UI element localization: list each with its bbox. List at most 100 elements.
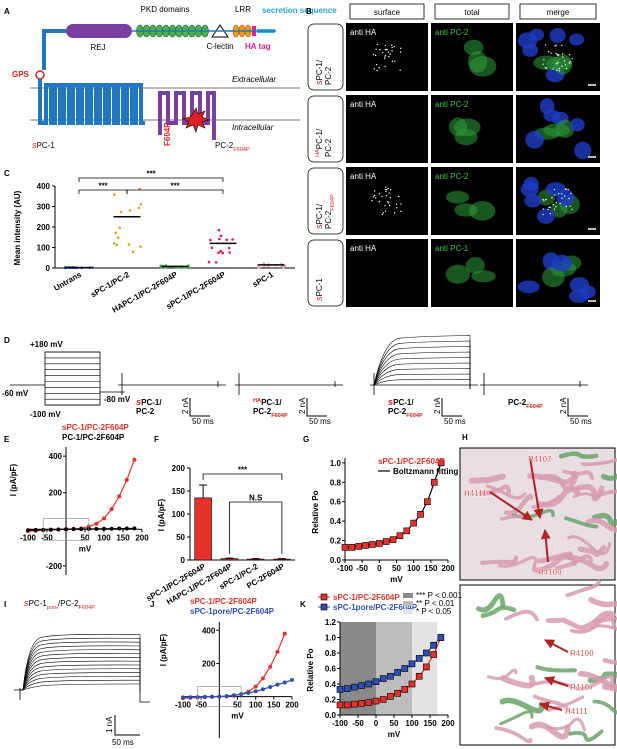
x-tick-label: 0	[377, 564, 382, 573]
nucleus	[549, 28, 566, 43]
label: anti PC-2	[435, 172, 469, 181]
marker	[401, 686, 409, 693]
surface-signal	[391, 46, 393, 49]
cell	[453, 118, 481, 137]
trace	[370, 373, 478, 395]
y-tick-label: 100	[37, 244, 51, 253]
surface-signal	[555, 44, 557, 46]
text-part: PC-2	[253, 407, 272, 416]
marker	[379, 696, 387, 703]
marker	[210, 694, 215, 699]
surface-signal	[378, 200, 380, 203]
ribbon	[494, 726, 533, 744]
trace	[20, 634, 141, 692]
cell	[467, 50, 488, 73]
text-part: PC-2	[324, 138, 333, 157]
nucleus	[570, 118, 585, 132]
marker	[401, 665, 409, 672]
x-tick-label: 50	[390, 719, 399, 728]
marker	[26, 528, 30, 533]
label: PKD domains	[141, 5, 190, 14]
ribbon	[588, 597, 617, 608]
legend-label: Boltzmann fitting	[393, 467, 458, 476]
surface-signal	[375, 197, 377, 199]
marker	[343, 701, 351, 709]
nucleus	[522, 43, 539, 57]
text-part: /PC-2	[58, 599, 79, 608]
surface-signal	[371, 199, 373, 202]
scatter-dot	[119, 210, 123, 214]
label: merge	[547, 8, 570, 17]
surface-signal	[389, 53, 391, 55]
y-axis-label: Mean intensity (AU)	[13, 190, 22, 265]
surface-signal	[385, 194, 388, 197]
ribbon	[468, 473, 506, 484]
surface-signal	[376, 43, 378, 46]
trace	[373, 373, 471, 389]
cell	[465, 257, 485, 274]
ribbon	[554, 554, 594, 571]
legend-label: *** P < 0.001	[416, 591, 462, 600]
ribbon	[531, 553, 578, 573]
label: R4100	[538, 568, 562, 577]
legend-label: sPC-1/PC-2F604P	[190, 597, 257, 606]
surface-signal	[374, 54, 377, 57]
y-tick-label: 0.2	[325, 696, 337, 705]
trace	[20, 672, 141, 692]
scatter-dot	[139, 245, 142, 248]
text-part: s	[32, 140, 37, 150]
text-part: PC-1/	[261, 398, 282, 407]
scatter-dot	[112, 242, 116, 245]
marker	[358, 682, 365, 689]
pointer-arrow	[540, 529, 551, 563]
marker	[217, 694, 222, 699]
surface-signal	[393, 45, 395, 48]
surface-signal	[373, 68, 376, 70]
nucleus	[517, 280, 540, 294]
marker	[48, 527, 53, 532]
y-axis-label: Relative Po	[306, 648, 315, 691]
nucleus	[525, 130, 544, 149]
surface-signal	[388, 55, 390, 58]
label: anti HA	[350, 100, 377, 109]
trace	[373, 362, 471, 389]
x-tick-label: -50	[41, 533, 53, 542]
styled-label: HAPC-1/PC-2F604P	[253, 398, 288, 419]
marker	[351, 683, 358, 691]
ribbon	[562, 469, 595, 481]
bar	[246, 558, 265, 561]
scatter-dot	[262, 262, 266, 265]
marker	[260, 687, 265, 692]
x-tick-label: 200	[441, 564, 455, 573]
surface-signal	[568, 197, 570, 200]
ribbon	[565, 579, 601, 598]
marker	[408, 660, 416, 668]
surface-signal	[391, 60, 394, 62]
surface-signal	[542, 198, 544, 201]
nucleus	[551, 254, 573, 272]
surface-signal	[391, 44, 393, 46]
trace	[20, 637, 141, 692]
y-tick-label: 400	[202, 626, 216, 635]
text-part: PC-2	[508, 398, 527, 407]
marker	[408, 680, 416, 688]
marker	[202, 694, 207, 699]
styled-label: PC-2F604P	[215, 141, 250, 153]
text-part: s	[314, 80, 324, 85]
x-tick-label: 200	[285, 701, 299, 710]
y-tick-label: -200	[46, 562, 63, 571]
scatter-dot	[128, 209, 132, 212]
bar	[194, 497, 212, 561]
y-tick-label: 400	[49, 452, 63, 461]
marker	[246, 690, 251, 695]
styled-label: HAPC-1/PC-2	[315, 128, 333, 157]
surface-signal	[396, 207, 398, 209]
text-part: PC-1/	[315, 128, 324, 149]
ribbon	[558, 451, 599, 460]
surface-signal	[381, 195, 383, 198]
x-tick-label: -50	[195, 701, 207, 710]
marker	[132, 457, 137, 462]
label: +180 mV	[30, 340, 63, 349]
ribbon	[592, 616, 617, 624]
panel-letter: K	[300, 600, 306, 609]
